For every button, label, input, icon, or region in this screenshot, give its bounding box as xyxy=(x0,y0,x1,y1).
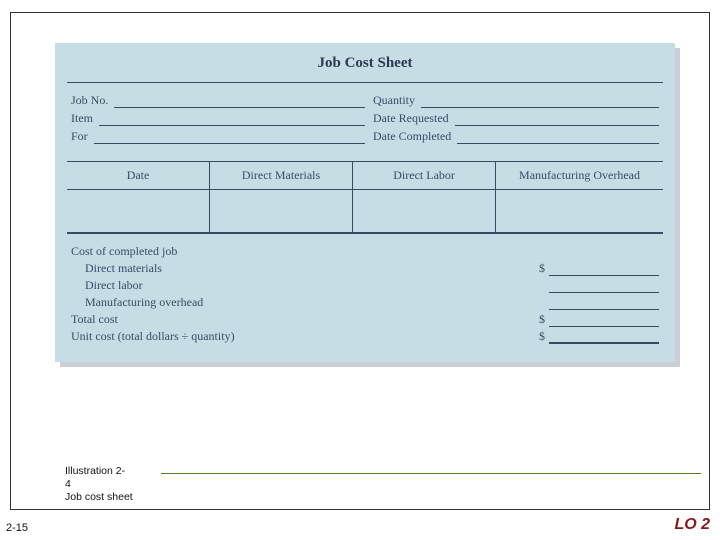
sheet-body: Job Cost Sheet Job No. Item For xyxy=(55,43,675,362)
summary-heading-label: Cost of completed job xyxy=(71,244,424,259)
amount-line xyxy=(549,281,659,293)
field-line xyxy=(457,132,659,144)
amount-line xyxy=(549,298,659,310)
grid-body xyxy=(67,190,663,232)
summary-heading: Cost of completed job xyxy=(71,244,659,259)
field-for: For xyxy=(71,129,365,144)
field-date-requested: Date Requested xyxy=(365,111,659,126)
sheet-title: Job Cost Sheet xyxy=(67,51,663,83)
field-line xyxy=(99,114,365,126)
caption-rule xyxy=(161,473,701,474)
field-line xyxy=(455,114,659,126)
summary-direct-materials: Direct materials $ xyxy=(71,261,659,276)
field-line xyxy=(94,132,365,144)
summary-label: Total cost xyxy=(71,312,424,327)
grid-cell xyxy=(210,190,353,232)
caption-line1: Illustration 2- xyxy=(65,465,133,478)
field-label: Item xyxy=(71,111,93,126)
summary-unit-cost: Unit cost (total dollars ÷ quantity) $ xyxy=(71,329,659,344)
page-number: 2-15 xyxy=(6,522,28,534)
grid-cell xyxy=(496,190,663,232)
grid-cell xyxy=(67,190,210,232)
summary-label: Direct labor xyxy=(71,278,424,293)
amount-line xyxy=(549,315,659,327)
grid-data-row xyxy=(67,190,663,232)
summary-total-cost: Total cost $ xyxy=(71,312,659,327)
summary-label: Unit cost (total dollars ÷ quantity) xyxy=(71,329,424,344)
field-label: Date Completed xyxy=(373,129,451,144)
job-cost-sheet: Job Cost Sheet Job No. Item For xyxy=(55,43,675,362)
field-label: Date Requested xyxy=(373,111,449,126)
summary-label: Direct materials xyxy=(71,261,424,276)
dollar-sign: $ xyxy=(535,261,549,276)
header-col-right: Quantity Date Requested Date Completed xyxy=(365,93,659,147)
grid-header-row: Date Direct Materials Direct Labor Manuf… xyxy=(67,162,663,190)
slide-frame: Job Cost Sheet Job No. Item For xyxy=(10,12,710,510)
header-col-left: Job No. Item For xyxy=(71,93,365,147)
summary-direct-labor: Direct labor xyxy=(71,278,659,293)
dollar-sign: $ xyxy=(535,312,549,327)
field-quantity: Quantity xyxy=(365,93,659,108)
field-label: Job No. xyxy=(71,93,108,108)
learning-objective: LO 2 xyxy=(674,516,710,534)
summary-section: Cost of completed job Direct materials $… xyxy=(67,234,663,350)
caption-line3: Job cost sheet xyxy=(65,491,133,504)
field-label: Quantity xyxy=(373,93,415,108)
field-date-completed: Date Completed xyxy=(365,129,659,144)
dollar-sign xyxy=(535,278,549,293)
col-direct-labor: Direct Labor xyxy=(353,162,496,189)
field-label: For xyxy=(71,129,88,144)
header-fields: Job No. Item For Quantity xyxy=(67,83,663,162)
field-line xyxy=(421,96,659,108)
dollar-sign: $ xyxy=(535,329,549,344)
field-job-no: Job No. xyxy=(71,93,365,108)
summary-label: Manufacturing overhead xyxy=(71,295,424,310)
cost-grid: Date Direct Materials Direct Labor Manuf… xyxy=(67,162,663,234)
illustration-caption: Illustration 2- 4 Job cost sheet xyxy=(65,465,133,504)
summary-mfg-overhead: Manufacturing overhead xyxy=(71,295,659,310)
caption-line2: 4 xyxy=(65,478,133,491)
col-date: Date xyxy=(67,162,210,189)
field-item: Item xyxy=(71,111,365,126)
col-direct-materials: Direct Materials xyxy=(210,162,353,189)
col-mfg-overhead: Manufacturing Overhead xyxy=(496,162,663,189)
grid-cell xyxy=(353,190,496,232)
field-line xyxy=(114,96,365,108)
dollar-sign xyxy=(535,295,549,310)
amount-line xyxy=(549,264,659,276)
amount-line xyxy=(549,331,659,344)
